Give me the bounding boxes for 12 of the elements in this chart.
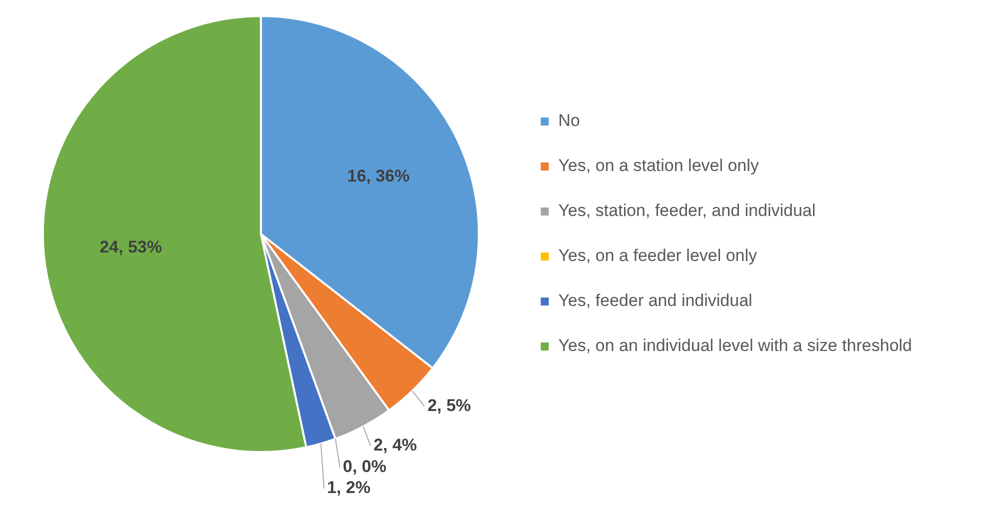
- legend-label: No: [558, 111, 580, 130]
- legend-label: Yes, feeder and individual: [558, 291, 752, 310]
- legend-label: Yes, on a station level only: [558, 156, 760, 176]
- legend-label: Yes, on a feeder level only: [558, 246, 758, 266]
- data-label: 2, 4%: [373, 435, 417, 454]
- data-label: 16, 36%: [347, 166, 410, 186]
- legend-label: Yes, on an individual level with a size threshold: [558, 336, 912, 356]
- data-label: 24, 53%: [100, 237, 162, 256]
- legend-label: Yes, station, feeder, and individual: [558, 201, 816, 220]
- data-label: 1, 2%: [326, 478, 370, 498]
- data-label: 2, 5%: [427, 396, 471, 416]
- text: 0, 0%: [342, 457, 386, 476]
